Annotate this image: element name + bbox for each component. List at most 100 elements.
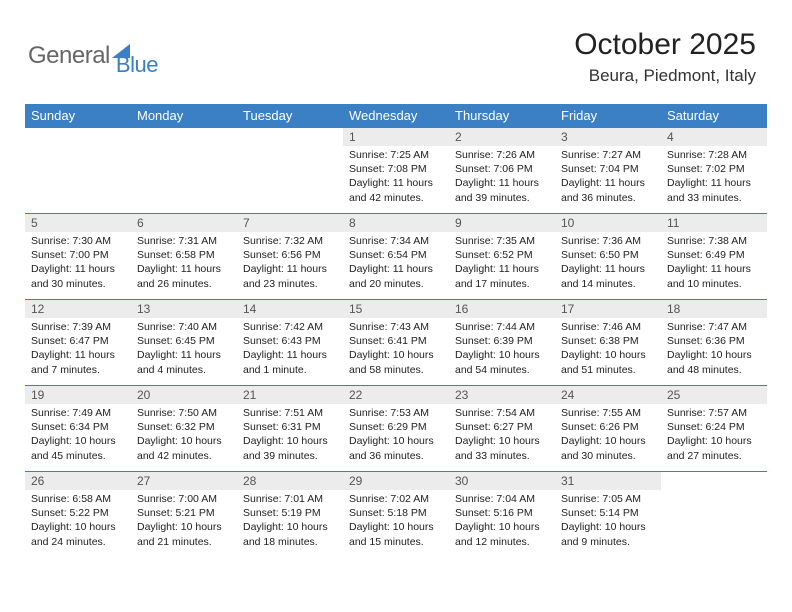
day-number: 22 (343, 386, 449, 404)
weekday-thursday: Thursday (449, 104, 555, 128)
cell-line: Daylight: 10 hours and 24 minutes. (31, 520, 125, 548)
cell-line: Daylight: 11 hours and 4 minutes. (137, 348, 231, 376)
cell-line: Sunrise: 7:26 AM (455, 148, 549, 162)
calendar-cell: 12Sunrise: 7:39 AMSunset: 6:47 PMDayligh… (25, 300, 131, 386)
cell-line: Sunrise: 7:44 AM (455, 320, 549, 334)
title-block: October 2025 Beura, Piedmont, Italy (574, 28, 756, 86)
cell-line: Sunset: 6:43 PM (243, 334, 337, 348)
day-number: 29 (343, 472, 449, 490)
calendar-cell (237, 128, 343, 214)
cell-body: Sunrise: 7:32 AMSunset: 6:56 PMDaylight:… (237, 232, 343, 295)
day-number: 17 (555, 300, 661, 318)
cell-line: Sunrise: 7:57 AM (667, 406, 761, 420)
calendar-cell: 5Sunrise: 7:30 AMSunset: 7:00 PMDaylight… (25, 214, 131, 300)
cell-line: Sunset: 6:27 PM (455, 420, 549, 434)
cell-line: Daylight: 11 hours and 20 minutes. (349, 262, 443, 290)
day-number: 21 (237, 386, 343, 404)
calendar-cell: 14Sunrise: 7:42 AMSunset: 6:43 PMDayligh… (237, 300, 343, 386)
calendar-cell: 13Sunrise: 7:40 AMSunset: 6:45 PMDayligh… (131, 300, 237, 386)
cell-line: Daylight: 10 hours and 39 minutes. (243, 434, 337, 462)
cell-line: Sunset: 7:00 PM (31, 248, 125, 262)
day-number: 9 (449, 214, 555, 232)
calendar-cell: 21Sunrise: 7:51 AMSunset: 6:31 PMDayligh… (237, 386, 343, 472)
cell-line: Sunset: 6:41 PM (349, 334, 443, 348)
cell-line: Sunset: 6:50 PM (561, 248, 655, 262)
day-number: 3 (555, 128, 661, 146)
cell-line: Sunrise: 7:55 AM (561, 406, 655, 420)
cell-line: Daylight: 11 hours and 14 minutes. (561, 262, 655, 290)
day-number: 2 (449, 128, 555, 146)
calendar-cell: 8Sunrise: 7:34 AMSunset: 6:54 PMDaylight… (343, 214, 449, 300)
day-number: 20 (131, 386, 237, 404)
day-number: 18 (661, 300, 767, 318)
cell-line: Sunrise: 7:53 AM (349, 406, 443, 420)
cell-line: Daylight: 10 hours and 27 minutes. (667, 434, 761, 462)
calendar-row: 19Sunrise: 7:49 AMSunset: 6:34 PMDayligh… (25, 386, 767, 472)
calendar-cell: 19Sunrise: 7:49 AMSunset: 6:34 PMDayligh… (25, 386, 131, 472)
day-number: 7 (237, 214, 343, 232)
cell-line: Sunrise: 7:40 AM (137, 320, 231, 334)
cell-line: Daylight: 11 hours and 1 minute. (243, 348, 337, 376)
cell-line: Sunset: 6:29 PM (349, 420, 443, 434)
cell-body: Sunrise: 7:42 AMSunset: 6:43 PMDaylight:… (237, 318, 343, 381)
day-number: 10 (555, 214, 661, 232)
calendar-cell: 10Sunrise: 7:36 AMSunset: 6:50 PMDayligh… (555, 214, 661, 300)
calendar-row: 26Sunrise: 6:58 AMSunset: 5:22 PMDayligh… (25, 472, 767, 558)
cell-line: Sunset: 6:56 PM (243, 248, 337, 262)
calendar-row: 5 Sunrise: 7:30 AMSunset: 7:00 PM Daylight… (25, 214, 767, 300)
cell-line: Sunrise: 7:39 AM (31, 320, 125, 334)
day-number: 6 (131, 214, 237, 232)
calendar-cell: 16Sunrise: 7:44 AMSunset: 6:39 PMDayligh… (449, 300, 555, 386)
cell-body: Sunrise: 7:44 AMSunset: 6:39 PMDaylight:… (449, 318, 555, 381)
day-number: 14 (237, 300, 343, 318)
calendar-cell: 22Sunrise: 7:53 AMSunset: 6:29 PMDayligh… (343, 386, 449, 472)
cell-line: Daylight: 11 hours and 36 minutes. (561, 176, 655, 204)
cell-body: Sunrise: 7:36 AMSunset: 6:50 PMDaylight:… (555, 232, 661, 295)
cell-line: Sunrise: 7:54 AM (455, 406, 549, 420)
cell-line: Sunset: 6:34 PM (31, 420, 125, 434)
cell-line: Sunset: 5:21 PM (137, 506, 231, 520)
weekday-saturday: Saturday (661, 104, 767, 128)
day-number: 15 (343, 300, 449, 318)
calendar-cell: 3 Sunrise: 7:27 AMSunset: 7:04 PMDaylight… (555, 128, 661, 214)
weekday-friday: Friday (555, 104, 661, 128)
cell-line: Daylight: 10 hours and 33 minutes. (455, 434, 549, 462)
cell-body (25, 132, 131, 138)
cell-line: Sunset: 6:58 PM (137, 248, 231, 262)
cell-line: Sunset: 6:24 PM (667, 420, 761, 434)
day-number: 5 (25, 214, 131, 232)
cell-line: Daylight: 10 hours and 9 minutes. (561, 520, 655, 548)
cell-line: Sunset: 6:54 PM (349, 248, 443, 262)
calendar-cell: 4Sunrise: 7:28 AMSunset: 7:02 PMDaylight… (661, 128, 767, 214)
cell-line: Sunrise: 7:38 AM (667, 234, 761, 248)
cell-line: Daylight: 10 hours and 18 minutes. (243, 520, 337, 548)
day-number: 31 (555, 472, 661, 490)
day-number: 12 (25, 300, 131, 318)
cell-line: Sunrise: 7:30 AM (31, 234, 125, 248)
cell-line: Sunset: 7:06 PM (455, 162, 549, 176)
cell-line: Sunrise: 7:27 AM (561, 148, 655, 162)
calendar-cell: 18Sunrise: 7:47 AMSunset: 6:36 PMDayligh… (661, 300, 767, 386)
day-number: 11 (661, 214, 767, 232)
cell-line: Daylight: 10 hours and 15 minutes. (349, 520, 443, 548)
cell-body: Sunrise: 7:34 AMSunset: 6:54 PMDaylight:… (343, 232, 449, 295)
logo-text-general: General (28, 42, 110, 70)
cell-body: Sunrise: 7:01 AMSunset: 5:19 PMDaylight:… (237, 490, 343, 553)
day-number: 4 (661, 128, 767, 146)
day-number: 26 (25, 472, 131, 490)
cell-line: Sunset: 6:31 PM (243, 420, 337, 434)
header: General Blue October 2025 Beura, Piedmon… (0, 0, 792, 96)
cell-body: Sunrise: 7:43 AMSunset: 6:41 PMDaylight:… (343, 318, 449, 381)
cell-line: Daylight: 11 hours and 42 minutes. (349, 176, 443, 204)
cell-line: Sunset: 7:04 PM (561, 162, 655, 176)
day-number: 23 (449, 386, 555, 404)
calendar-cell: 6Sunrise: 7:31 AMSunset: 6:58 PMDaylight… (131, 214, 237, 300)
cell-line: Sunset: 6:26 PM (561, 420, 655, 434)
weekday-header-row: Sunday Monday Tuesday Wednesday Thursday… (25, 104, 767, 128)
calendar-cell: 27Sunrise: 7:00 AMSunset: 5:21 PMDayligh… (131, 472, 237, 558)
cell-body (131, 132, 237, 138)
weekday-sunday: Sunday (25, 104, 131, 128)
calendar-cell: 24Sunrise: 7:55 AMSunset: 6:26 PMDayligh… (555, 386, 661, 472)
cell-line: Sunrise: 7:46 AM (561, 320, 655, 334)
day-number: 1 (343, 128, 449, 146)
